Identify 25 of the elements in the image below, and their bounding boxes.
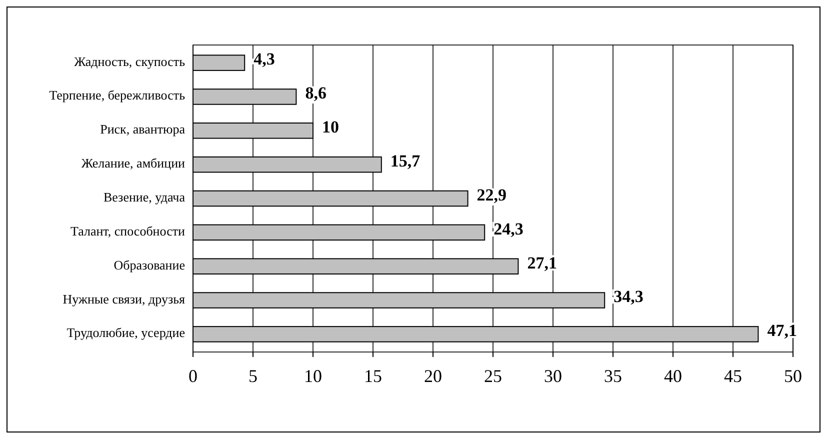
x-tick-label: 15 — [364, 366, 382, 386]
x-tick-label: 10 — [304, 366, 322, 386]
y-tick-label: Трудолюбие, усердие — [66, 325, 186, 340]
x-tick-label: 35 — [604, 366, 622, 386]
y-tick-label: Образование — [114, 257, 186, 272]
x-tick-label: 25 — [484, 366, 502, 386]
x-tick-label: 45 — [724, 366, 742, 386]
x-tick-label: 0 — [188, 366, 198, 386]
x-tick-label: 50 — [784, 366, 802, 386]
x-tick-label: 20 — [424, 366, 442, 386]
x-tick-label: 5 — [248, 366, 258, 386]
data-label: 4,3 — [254, 50, 275, 69]
data-label: 15,7 — [390, 151, 421, 170]
x-tick-label: 40 — [664, 366, 682, 386]
y-tick-label: Желание, амбиции — [81, 156, 186, 171]
y-tick-label: Риск, авантюра — [100, 122, 186, 137]
y-tick-label: Везение, удача — [103, 189, 186, 204]
x-tick-label: 30 — [544, 366, 562, 386]
data-label: 24,3 — [494, 219, 524, 238]
data-label: 10 — [322, 118, 339, 137]
y-tick-label: Жадность, скупость — [74, 54, 186, 69]
y-tick-label: Терпение, бережливость — [49, 88, 186, 103]
y-tick-label: Талант, способности — [70, 223, 186, 238]
y-tick-label: Нужные связи, друзья — [62, 291, 186, 306]
data-label: 34,3 — [614, 287, 644, 306]
